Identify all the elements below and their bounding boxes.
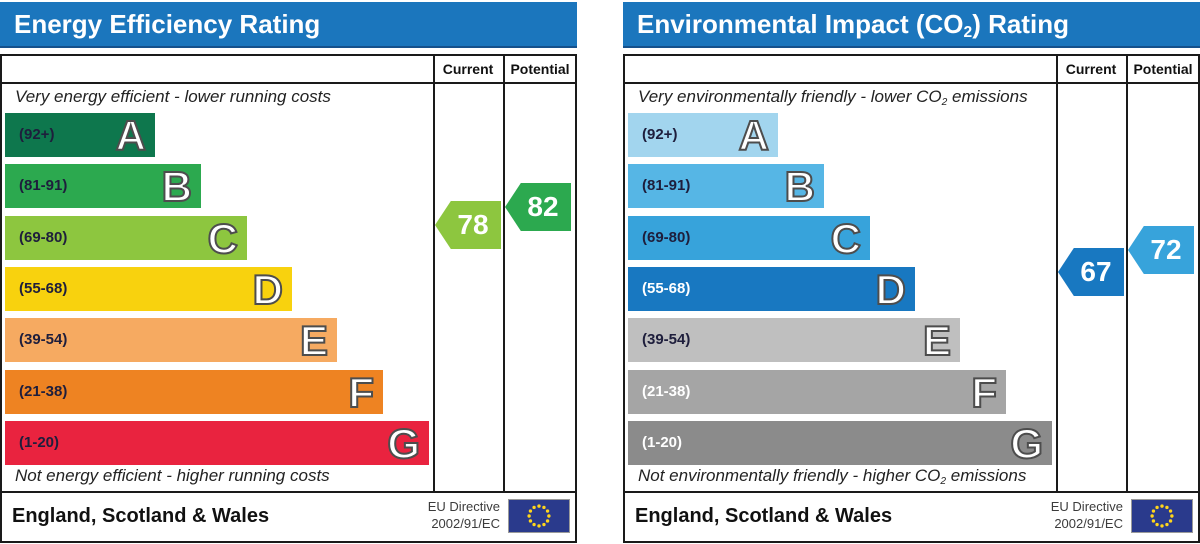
current-column-divider (1056, 56, 1058, 491)
footer-divider (2, 491, 575, 493)
current-rating-arrow: 78 (435, 201, 501, 249)
current-rating-value: 67 (1080, 256, 1112, 287)
band-range-label: (92+) (642, 126, 678, 143)
band-letter: C (207, 215, 239, 262)
band-C: (69-80) C (628, 215, 870, 262)
band-E: (39-54) E (628, 317, 960, 364)
eu-directive-line1: EU Directive (1050, 499, 1123, 514)
region-label: England, Scotland & Wales (12, 505, 270, 527)
energy-efficiency-panel: Energy Efficiency Rating Current Potenti… (0, 0, 577, 544)
environmental-impact-panel: Environmental Impact (CO2) Rating Curren… (623, 0, 1200, 544)
current-column-header: Current (1065, 61, 1117, 77)
potential-rating-arrow: 82 (505, 183, 571, 231)
environmental-title-bar: Environmental Impact (CO2) Rating (623, 2, 1200, 48)
band-range-label: (81-91) (19, 177, 68, 194)
band-letter: E (922, 317, 952, 364)
eu-flag-icon (1131, 499, 1193, 533)
band-E: (39-54) E (5, 317, 337, 364)
potential-rating-value: 82 (527, 191, 559, 222)
band-letter: C (830, 215, 862, 262)
energy-title-bar: Energy Efficiency Rating (0, 2, 577, 48)
band-range-label: (81-91) (642, 177, 691, 194)
environmental-rating-table: Current Potential Very environmentally f… (623, 54, 1200, 543)
panel-title: Environmental Impact (CO2) Rating (637, 8, 1069, 42)
band-range-label: (55-68) (642, 280, 691, 297)
band-range-label: (55-68) (19, 280, 68, 297)
band-range-label: (21-38) (642, 383, 691, 400)
band-range-label: (21-38) (19, 383, 68, 400)
band-letter: D (252, 266, 284, 313)
band-D: (55-68) D (5, 266, 292, 313)
header-row-divider (2, 82, 575, 84)
potential-rating-arrow: 72 (1128, 226, 1194, 274)
band-letter: B (784, 163, 816, 210)
current-column-header: Current (442, 61, 494, 77)
band-letter: E (299, 317, 329, 364)
band-B: (81-91) B (628, 163, 824, 210)
band-range-label: (1-20) (19, 434, 60, 451)
eu-directive-label: EU Directive 2002/91/EC (905, 498, 1123, 532)
top-note: Very environmentally friendly - lower CO… (638, 87, 1028, 109)
potential-column-header: Potential (1133, 61, 1193, 77)
current-rating-arrow: 67 (1058, 248, 1124, 296)
potential-column-divider (1126, 56, 1128, 491)
band-letter: D (875, 266, 907, 313)
band-letter: A (115, 112, 147, 159)
band-letter: G (1009, 420, 1044, 467)
band-F: (21-38) F (5, 369, 383, 416)
band-range-label: (69-80) (19, 229, 68, 246)
eu-directive-line2: 2002/91/EC (431, 516, 500, 531)
band-range-label: (69-80) (642, 229, 691, 246)
bottom-note: Not environmentally friendly - higher CO… (638, 466, 1027, 488)
band-D: (55-68) D (628, 266, 915, 313)
top-note: Very energy efficient - lower running co… (15, 87, 331, 106)
band-F: (21-38) F (628, 369, 1006, 416)
band-C: (69-80) C (5, 215, 247, 262)
band-A: (92+) A (5, 112, 155, 159)
potential-column-divider (503, 56, 505, 491)
energy-rating-table: Current Potential Very energy efficient … (0, 54, 577, 543)
rating-bands: (92+) A (81-91) B (69-80) C (55-68) D (39-54) E (2… (628, 112, 1054, 467)
current-rating-value: 78 (457, 209, 489, 240)
band-range-label: (39-54) (642, 331, 691, 348)
potential-column-header: Potential (510, 61, 570, 77)
eu-directive-line1: EU Directive (427, 499, 500, 514)
panel-title: Energy Efficiency Rating (14, 8, 321, 39)
band-letter: G (386, 420, 421, 467)
band-B: (81-91) B (5, 163, 201, 210)
eu-flag-icon (508, 499, 570, 533)
band-letter: A (738, 112, 770, 159)
band-letter: F (970, 369, 998, 416)
band-G: (1-20) G (628, 420, 1052, 467)
region-label: England, Scotland & Wales (635, 505, 893, 527)
current-column-divider (433, 56, 435, 491)
eu-directive-label: EU Directive 2002/91/EC (282, 498, 500, 532)
eu-directive-line2: 2002/91/EC (1054, 516, 1123, 531)
bottom-note: Not energy efficient - higher running co… (15, 466, 330, 485)
rating-bands: (92+) A (81-91) B (69-80) C (55-68) D (39-54) E (2… (5, 112, 431, 467)
band-range-label: (92+) (19, 126, 55, 143)
footer-divider (625, 491, 1198, 493)
band-range-label: (39-54) (19, 331, 68, 348)
band-range-label: (1-20) (642, 434, 683, 451)
band-letter: B (161, 163, 193, 210)
band-G: (1-20) G (5, 420, 429, 467)
potential-rating-value: 72 (1150, 234, 1182, 265)
header-row-divider (625, 82, 1198, 84)
band-letter: F (347, 369, 375, 416)
band-A: (92+) A (628, 112, 778, 159)
